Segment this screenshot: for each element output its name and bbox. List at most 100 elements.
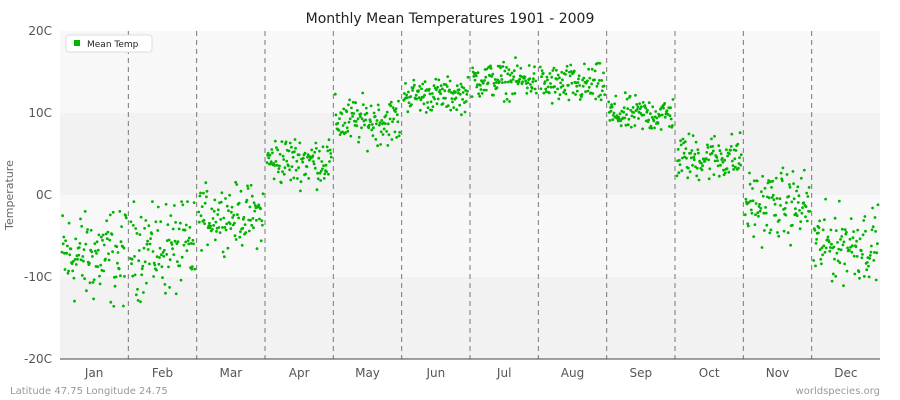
- data-point: [261, 223, 264, 227]
- data-point: [170, 243, 174, 246]
- data-point: [86, 228, 89, 231]
- data-point: [799, 176, 803, 180]
- data-point: [839, 248, 843, 252]
- data-point: [162, 254, 166, 258]
- data-point: [172, 253, 176, 256]
- data-point: [506, 80, 510, 84]
- data-point: [764, 211, 768, 215]
- x-tick-label: Jan: [84, 366, 104, 380]
- data-point: [145, 281, 148, 285]
- data-point: [71, 260, 75, 263]
- data-point: [571, 91, 575, 95]
- data-point: [512, 69, 516, 73]
- data-point: [631, 106, 635, 109]
- data-point: [777, 234, 781, 238]
- data-point: [770, 196, 774, 199]
- data-point: [795, 214, 799, 218]
- data-point: [212, 209, 216, 213]
- data-point: [533, 87, 537, 91]
- data-point: [123, 275, 126, 278]
- data-point: [168, 286, 172, 289]
- footer-credit: worldspecies.org: [796, 386, 880, 397]
- data-point: [244, 231, 248, 235]
- data-point: [511, 92, 514, 96]
- data-point: [834, 274, 838, 278]
- data-point: [133, 273, 137, 277]
- data-point: [540, 69, 544, 72]
- data-point: [437, 78, 441, 82]
- data-point: [116, 251, 120, 254]
- data-point: [870, 228, 874, 232]
- data-point: [209, 224, 213, 228]
- data-point: [151, 200, 154, 204]
- data-point: [370, 123, 374, 126]
- data-point: [95, 252, 98, 255]
- data-point: [372, 111, 376, 115]
- data-point: [518, 77, 522, 81]
- data-point: [412, 78, 416, 82]
- data-point: [678, 158, 681, 162]
- data-point: [659, 128, 663, 131]
- data-point: [451, 100, 454, 104]
- data-point: [228, 193, 232, 197]
- data-point: [471, 66, 474, 70]
- data-point: [681, 156, 684, 160]
- data-point: [294, 146, 297, 150]
- data-point: [739, 163, 743, 167]
- data-point: [796, 201, 800, 204]
- data-point: [118, 210, 122, 213]
- data-point: [774, 213, 778, 217]
- data-point: [85, 230, 89, 234]
- data-point: [668, 125, 671, 128]
- data-point: [632, 111, 636, 114]
- data-point: [671, 124, 674, 127]
- data-point: [795, 189, 798, 193]
- data-point: [544, 87, 548, 91]
- data-point: [760, 246, 764, 249]
- data-point: [753, 223, 757, 227]
- y-axis-ticks: 20C 10C 0C -10C -20C: [24, 24, 52, 366]
- data-point: [725, 167, 729, 171]
- data-point: [305, 165, 309, 169]
- data-point: [252, 201, 256, 205]
- data-point: [465, 93, 469, 96]
- data-point: [73, 258, 77, 261]
- data-point: [555, 68, 558, 72]
- data-point: [738, 131, 742, 135]
- data-point: [124, 216, 128, 220]
- data-point: [188, 225, 192, 229]
- data-point: [721, 160, 725, 164]
- data-point: [627, 117, 631, 121]
- data-point: [341, 124, 345, 127]
- data-point: [111, 210, 115, 214]
- data-point: [80, 274, 84, 277]
- data-point: [377, 108, 381, 112]
- data-point: [773, 202, 777, 206]
- data-point: [249, 183, 253, 187]
- data-point: [328, 160, 331, 163]
- data-point: [788, 183, 791, 186]
- data-point: [871, 206, 874, 210]
- y-tick-label: 10C: [28, 106, 52, 120]
- data-point: [219, 218, 223, 221]
- data-point: [669, 106, 672, 110]
- data-point: [389, 104, 393, 108]
- data-point: [827, 240, 831, 244]
- legend-label: Mean Temp: [87, 40, 139, 50]
- data-point: [558, 76, 561, 80]
- data-point: [441, 87, 444, 91]
- data-point: [729, 145, 733, 148]
- data-point: [629, 108, 633, 112]
- data-point: [870, 244, 873, 248]
- data-point: [260, 219, 264, 223]
- data-point: [676, 148, 680, 151]
- data-point: [221, 226, 224, 229]
- data-point: [451, 92, 455, 95]
- data-point: [176, 260, 179, 263]
- data-point: [686, 166, 690, 170]
- data-point: [174, 292, 178, 296]
- data-point: [662, 106, 665, 110]
- data-point: [784, 213, 788, 217]
- data-point: [501, 81, 504, 84]
- data-point: [730, 132, 734, 136]
